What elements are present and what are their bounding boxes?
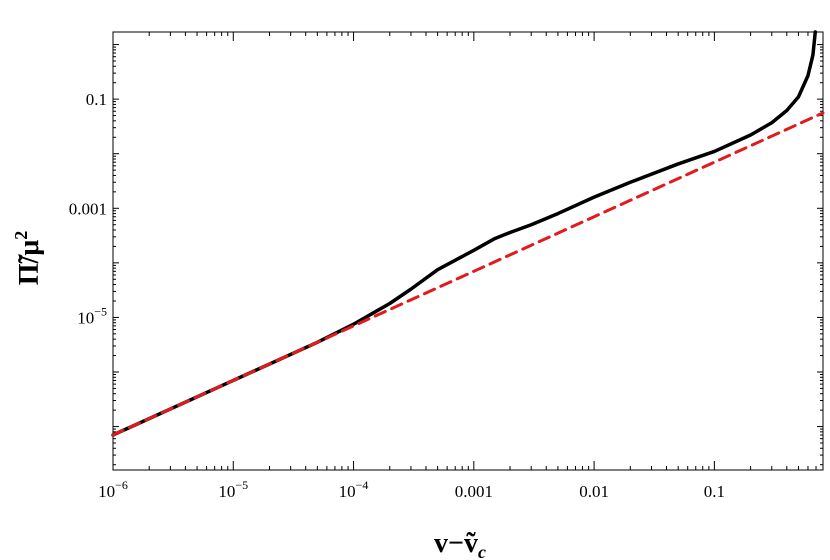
x-tick-label: 0.1 — [704, 482, 725, 501]
x-tick-label-base: 10 — [218, 482, 235, 501]
x-tick-label: 0.01 — [579, 482, 609, 501]
x-tick-label-exponent: −5 — [235, 478, 248, 492]
y-tick-label-exponent: −5 — [94, 304, 107, 318]
y-tick-label: 10−5 — [77, 304, 107, 327]
x-tick-label-exponent: −4 — [356, 478, 369, 492]
plot-frame — [112, 31, 824, 471]
x-axis-title-subscript: c — [478, 542, 486, 560]
y-tick-label: 0.1 — [86, 90, 107, 109]
x-tick-label-base: 10 — [98, 482, 115, 501]
y-axis-title: Π̃/μ2 — [11, 231, 45, 285]
x-tick-label: 10−6 — [98, 478, 128, 501]
y-tick-label: 0.001 — [69, 199, 107, 218]
series-line-solid — [111, 30, 818, 437]
series-layer — [111, 30, 825, 437]
y-axis-title-superscript: 2 — [11, 231, 31, 240]
y-tick-label-base: 10 — [77, 308, 94, 327]
x-tick-label: 0.001 — [455, 482, 493, 501]
x-tick-label-base: 10 — [339, 482, 356, 501]
x-axis-title: v−ṽc — [434, 528, 486, 560]
series-line-dashed — [111, 111, 825, 437]
x-tick-label: 10−5 — [218, 478, 248, 501]
x-tick-label: 10−4 — [339, 478, 369, 501]
x-tick-label-exponent: −6 — [115, 478, 128, 492]
